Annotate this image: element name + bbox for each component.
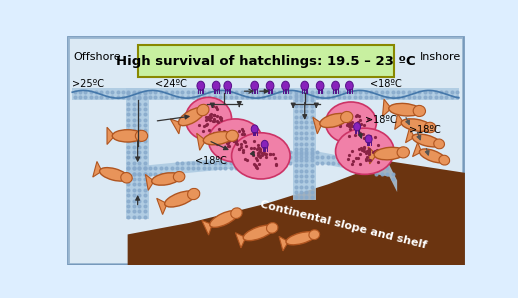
Polygon shape xyxy=(202,221,212,235)
Ellipse shape xyxy=(439,155,450,165)
Ellipse shape xyxy=(212,81,220,90)
Polygon shape xyxy=(382,99,391,117)
Ellipse shape xyxy=(374,147,405,160)
Ellipse shape xyxy=(434,139,444,149)
Ellipse shape xyxy=(365,135,372,143)
Polygon shape xyxy=(156,198,167,215)
Ellipse shape xyxy=(226,130,238,141)
Text: >18ºC: >18ºC xyxy=(365,115,397,125)
Ellipse shape xyxy=(397,147,409,158)
Polygon shape xyxy=(412,142,422,157)
Polygon shape xyxy=(293,92,316,200)
Polygon shape xyxy=(127,161,465,265)
Text: <18ºC: <18ºC xyxy=(195,156,227,166)
Ellipse shape xyxy=(99,167,128,181)
Polygon shape xyxy=(279,236,289,251)
Text: <18ºC: <18ºC xyxy=(370,79,402,89)
Ellipse shape xyxy=(188,188,200,200)
Text: Offshore: Offshore xyxy=(74,52,121,62)
Ellipse shape xyxy=(266,81,274,90)
Ellipse shape xyxy=(301,81,309,90)
Polygon shape xyxy=(126,151,397,192)
Polygon shape xyxy=(126,88,149,219)
Ellipse shape xyxy=(316,81,324,90)
Polygon shape xyxy=(406,128,414,143)
Ellipse shape xyxy=(185,97,232,140)
Polygon shape xyxy=(395,114,404,129)
Text: Inshore: Inshore xyxy=(420,52,462,62)
Ellipse shape xyxy=(174,171,185,182)
Ellipse shape xyxy=(197,81,205,90)
Ellipse shape xyxy=(401,119,431,131)
Ellipse shape xyxy=(152,173,181,185)
Ellipse shape xyxy=(388,103,421,116)
Ellipse shape xyxy=(341,111,353,123)
Polygon shape xyxy=(235,233,246,248)
Ellipse shape xyxy=(224,81,232,90)
Ellipse shape xyxy=(208,119,263,162)
Ellipse shape xyxy=(282,81,290,90)
Polygon shape xyxy=(197,133,206,150)
Ellipse shape xyxy=(420,149,445,163)
Ellipse shape xyxy=(251,81,258,90)
Text: <24ºC: <24ºC xyxy=(154,79,186,89)
Ellipse shape xyxy=(336,128,394,174)
Ellipse shape xyxy=(325,102,377,144)
Ellipse shape xyxy=(286,232,316,245)
Ellipse shape xyxy=(203,131,234,145)
Text: >18ºC: >18ºC xyxy=(409,125,440,136)
Ellipse shape xyxy=(413,105,425,117)
Ellipse shape xyxy=(231,208,242,218)
Ellipse shape xyxy=(232,133,290,179)
Ellipse shape xyxy=(266,223,278,233)
Text: Continental slope and shelf: Continental slope and shelf xyxy=(259,200,427,251)
Polygon shape xyxy=(93,162,102,177)
Polygon shape xyxy=(107,127,114,145)
Ellipse shape xyxy=(165,191,195,207)
Ellipse shape xyxy=(112,130,143,142)
Ellipse shape xyxy=(332,81,339,90)
Ellipse shape xyxy=(320,114,348,128)
Ellipse shape xyxy=(243,225,274,240)
FancyBboxPatch shape xyxy=(138,45,394,77)
Ellipse shape xyxy=(210,211,238,227)
Polygon shape xyxy=(368,147,377,164)
Ellipse shape xyxy=(121,173,132,183)
Ellipse shape xyxy=(251,125,258,133)
Ellipse shape xyxy=(412,134,441,147)
Polygon shape xyxy=(170,119,181,134)
Polygon shape xyxy=(146,174,154,190)
FancyBboxPatch shape xyxy=(67,37,464,264)
Text: High survival of hatchlings: 19.5 – 23 ºC: High survival of hatchlings: 19.5 – 23 º… xyxy=(117,55,416,68)
Polygon shape xyxy=(313,117,322,134)
Ellipse shape xyxy=(261,140,268,149)
Ellipse shape xyxy=(354,122,361,131)
Ellipse shape xyxy=(179,108,205,126)
Ellipse shape xyxy=(424,122,436,133)
Ellipse shape xyxy=(309,230,320,240)
Polygon shape xyxy=(72,88,459,100)
FancyBboxPatch shape xyxy=(67,37,464,264)
Ellipse shape xyxy=(346,81,353,90)
Ellipse shape xyxy=(197,104,209,116)
Text: >25ºC: >25ºC xyxy=(72,79,104,89)
Ellipse shape xyxy=(135,130,148,142)
